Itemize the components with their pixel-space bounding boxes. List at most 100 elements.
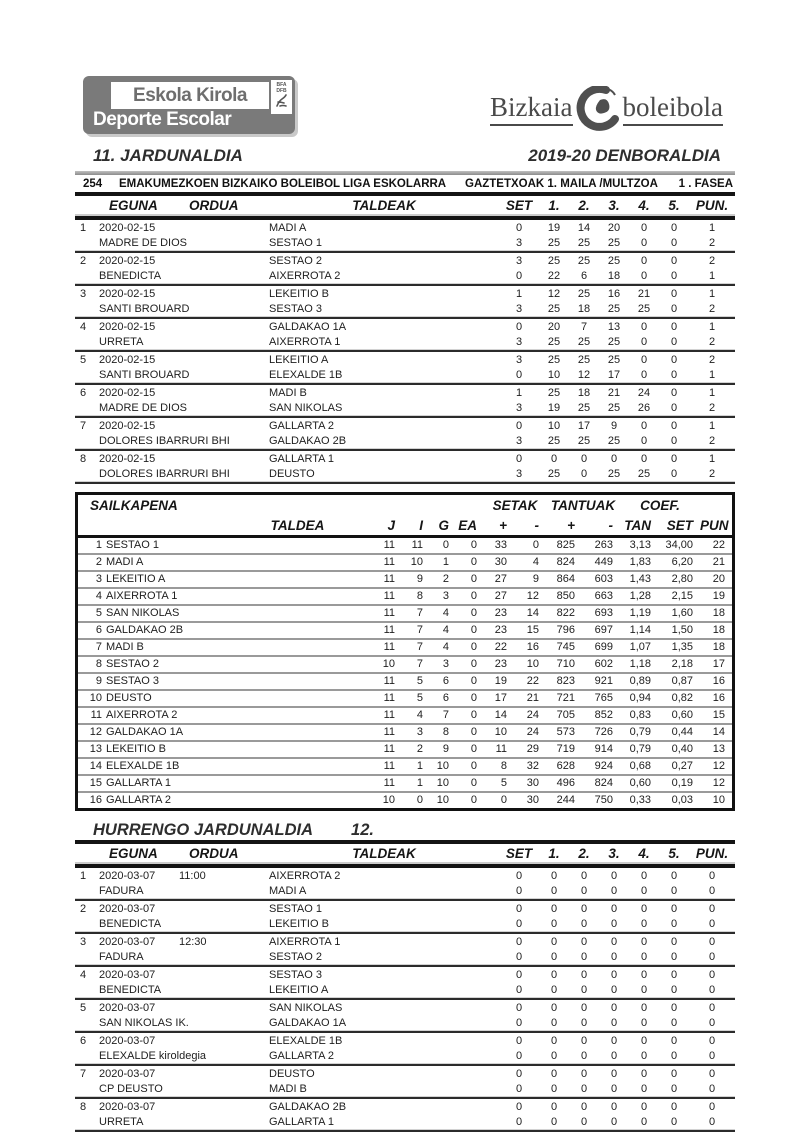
team-name: MADI B: [106, 641, 144, 653]
set-score: 0: [670, 969, 678, 981]
match-points: 1: [708, 288, 716, 300]
set-total: 0: [515, 870, 523, 882]
set-total: 0: [515, 1101, 523, 1113]
col-g: G: [438, 518, 449, 533]
set-score: 0: [550, 1068, 558, 1080]
rank: 13: [89, 743, 102, 755]
match-row-home: 7 2020-02-15 GALLARTA 2 0 10 17 9 0 0 1: [75, 419, 735, 434]
set-score: 0: [640, 354, 648, 366]
rank: 6: [95, 624, 102, 636]
coef-tan: 0,83: [629, 709, 651, 721]
set-score: 25: [577, 435, 591, 447]
match-number: 6: [80, 387, 87, 399]
set-total: 0: [515, 420, 523, 432]
col-ordua: ORDUA: [189, 198, 239, 213]
draws: 0: [470, 709, 477, 721]
match-block: 7 2020-03-07 DEUSTO 0 0 0 0 0 0 0 CP DEUSTO MA…: [75, 1066, 735, 1099]
losses: 1: [442, 556, 449, 568]
set-score: 0: [670, 387, 678, 399]
set-score: 10: [547, 369, 561, 381]
rank: 4: [95, 590, 102, 602]
match-block: 8 2020-03-07 GALDAKAO 2B 0 0 0 0 0 0 0 URRETA …: [75, 1099, 735, 1132]
set-total: 0: [515, 1050, 523, 1062]
set-score: 0: [610, 951, 618, 963]
set-total: 0: [515, 1116, 523, 1128]
played: 11: [383, 777, 395, 789]
club-name: SAN NIKOLAS IK.: [99, 1017, 189, 1029]
match-row-away: ELEXALDE kiroldegia GALLARTA 2 0 0 0 0 0 0 0: [75, 1049, 735, 1064]
points-against: 603: [594, 573, 613, 585]
league-phase: 1 . FASEA: [678, 178, 733, 190]
match-points: 0: [708, 1017, 716, 1029]
set-score: 0: [580, 1035, 588, 1047]
match-date: 2020-03-07: [99, 1101, 156, 1113]
draws: 0: [470, 760, 477, 772]
match-time: [179, 452, 269, 467]
set-score: 0: [670, 255, 678, 267]
draws: 0: [470, 556, 477, 568]
col-set3: 3.: [608, 846, 620, 861]
match-date: 2020-02-15: [99, 321, 156, 333]
set-score: 0: [640, 255, 648, 267]
coef-tan: 3,13: [629, 539, 651, 551]
set-score: 0: [670, 951, 678, 963]
league-points: 16: [712, 692, 725, 704]
team-name: GALLARTA 1: [106, 777, 172, 789]
team-name: GALDAKAO 2B: [106, 624, 184, 636]
standings-row: 1 SESTAO 1 11 11 0 0 33 0 825 263 3,13 34,00 22: [78, 538, 732, 555]
wins: 9: [416, 573, 423, 585]
set-score: 6: [580, 270, 588, 282]
col-set4: 4.: [638, 846, 650, 861]
team-name: MADI A: [269, 885, 307, 897]
standings-row: 3 LEKEITIO A 11 9 2 0 27 9 864 603 1,43 2,80 20: [78, 572, 732, 589]
losses: 0: [442, 539, 449, 551]
team-name: GALDAKAO 1A: [269, 321, 347, 333]
team-name: DEUSTO: [106, 692, 152, 704]
match-time: [179, 320, 269, 335]
team-name: LEKEITIO B: [269, 918, 329, 930]
points-for: 823: [556, 675, 575, 687]
match-points: 2: [708, 435, 716, 447]
set-score: 0: [640, 321, 648, 333]
set-score: 0: [640, 969, 648, 981]
set-score: 0: [670, 288, 678, 300]
match-row-away: SANTI BROUARD SESTAO 3 3 25 18 25 25 0 2: [75, 302, 735, 317]
points-for: 496: [556, 777, 575, 789]
set-total: 0: [515, 1035, 523, 1047]
badge-bottom-label: DFB: [276, 88, 287, 94]
set-score: 0: [670, 1101, 678, 1113]
rank: 14: [89, 760, 102, 772]
set-score: 25: [547, 354, 561, 366]
col-eguna: EGUNA: [109, 846, 158, 861]
match-date: 2020-03-07: [99, 1002, 156, 1014]
set-score: 0: [640, 885, 648, 897]
coef-tan: 1,07: [629, 641, 651, 653]
set-score: 0: [550, 951, 558, 963]
played: 10: [382, 658, 395, 670]
set-score: 25: [607, 402, 621, 414]
sets-won: 23: [494, 658, 507, 670]
match-points: 1: [708, 387, 716, 399]
set-score: 0: [670, 885, 678, 897]
draws: 0: [470, 743, 477, 755]
next-matchday-title: HURRENGO JARDUNALDIA 12.: [75, 821, 735, 840]
match-points: 0: [708, 885, 716, 897]
match-number: 8: [80, 1101, 87, 1113]
team-name: ELEXALDE 1B: [106, 760, 180, 772]
match-row-home: 5 2020-02-15 LEKEITIO A 3 25 25 25 0 0 2: [75, 353, 735, 368]
set-score: 25: [607, 435, 621, 447]
col-set5: 5.: [668, 198, 680, 213]
set-total: 0: [515, 270, 523, 282]
draws: 0: [470, 675, 477, 687]
losses: 6: [442, 692, 449, 704]
set-score: 0: [670, 468, 678, 480]
match-block: 4 2020-02-15 GALDAKAO 1A 0 20 7 13 0 0 1 URRET…: [75, 319, 735, 352]
sets-won: 8: [500, 760, 507, 772]
set-score: 0: [640, 1116, 648, 1128]
set-score: 0: [610, 885, 618, 897]
coef-set: 2,80: [671, 573, 693, 585]
match-row-home: 6 2020-03-07 ELEXALDE 1B 0 0 0 0 0 0 0: [75, 1034, 735, 1049]
losses: 9: [442, 743, 449, 755]
col-j: J: [387, 518, 395, 533]
set-score: 25: [577, 288, 591, 300]
